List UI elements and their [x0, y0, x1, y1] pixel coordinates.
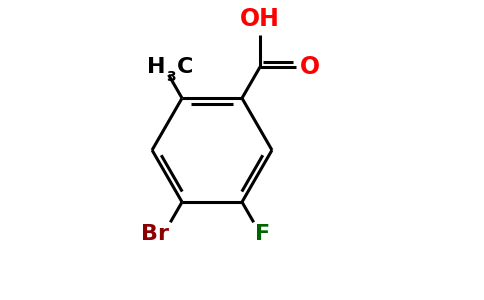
Text: Br: Br — [141, 224, 169, 244]
Text: F: F — [255, 224, 271, 244]
Text: OH: OH — [240, 7, 280, 31]
Text: C: C — [177, 57, 193, 77]
Text: O: O — [300, 55, 319, 79]
Text: 3: 3 — [166, 70, 176, 84]
Text: H: H — [147, 57, 166, 77]
